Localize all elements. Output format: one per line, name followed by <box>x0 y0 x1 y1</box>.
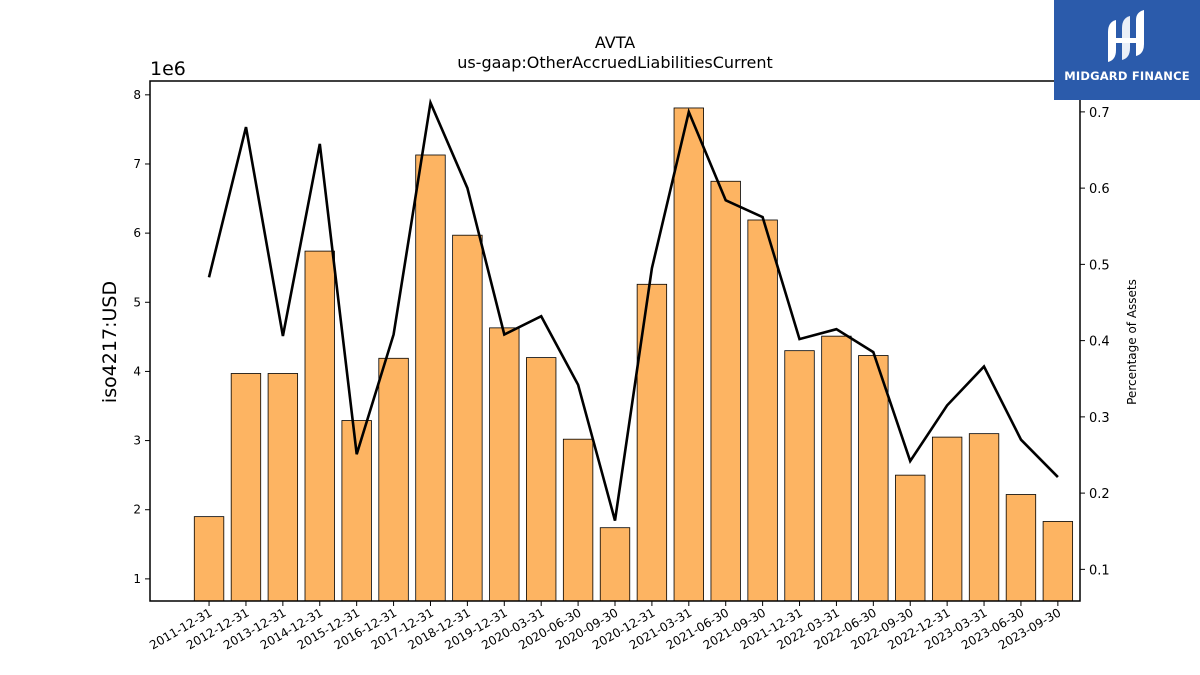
bar <box>747 219 778 602</box>
percentage-line <box>207 98 1059 521</box>
bar <box>968 433 1000 602</box>
y-axis-label: iso4217:USD <box>99 281 121 403</box>
bar <box>821 335 852 602</box>
y-tick-label: 3 <box>133 434 141 448</box>
y-tick-label: 1 <box>133 572 141 586</box>
bar <box>415 154 446 602</box>
y2-tick-label: 0.3 <box>1089 411 1110 426</box>
bar <box>931 436 963 602</box>
bar <box>378 357 409 602</box>
chart-title: AVTA <box>595 33 635 52</box>
y2-tick-label: 0.4 <box>1089 335 1110 350</box>
bar <box>452 234 483 602</box>
bar <box>673 107 704 602</box>
midgard-logo-icon <box>1108 10 1144 62</box>
y-tick-label: 4 <box>133 364 141 378</box>
y-tick-label: 2 <box>133 503 141 517</box>
bar <box>304 250 335 602</box>
bar <box>784 350 815 602</box>
chart-subtitle: us-gaap:OtherAccruedLiabilitiesCurrent <box>457 53 773 72</box>
y-axis-left: 1 2 3 4 5 6 7 8 <box>133 88 150 586</box>
bar <box>267 373 299 602</box>
bar <box>193 516 225 602</box>
y-tick-label: 6 <box>133 226 141 240</box>
bar <box>599 527 631 602</box>
y2-tick-label: 0.7 <box>1089 106 1110 121</box>
y-tick-label: 5 <box>133 295 141 309</box>
line-series <box>207 98 1059 521</box>
y-offset-label: 1e6 <box>150 58 186 80</box>
y-tick-label: 7 <box>133 157 141 171</box>
y-tick-label: 8 <box>133 88 141 102</box>
y2-tick-label: 0.5 <box>1089 258 1110 273</box>
bar <box>230 373 262 602</box>
bar <box>1042 521 1074 602</box>
y2-tick-label: 0.1 <box>1089 563 1110 578</box>
bar <box>895 474 926 602</box>
logo: MIDGARD FINANCE <box>1054 0 1200 100</box>
y2-tick-label: 0.6 <box>1089 182 1110 197</box>
bar <box>710 180 741 602</box>
bar-series <box>193 107 1074 602</box>
y-axis-right: 0.1 0.2 0.3 0.4 0.5 0.6 0.7 <box>1080 106 1110 578</box>
plot-frame <box>149 80 1081 602</box>
bar <box>526 357 557 602</box>
bar <box>562 438 594 602</box>
y2-axis-label: Percentage of Assets <box>1125 279 1139 405</box>
bar <box>858 355 889 602</box>
bar <box>489 327 520 602</box>
y2-tick-label: 0.2 <box>1089 487 1110 502</box>
logo-text: MIDGARD FINANCE <box>1064 69 1190 83</box>
x-axis: 2011-12-312012-12-312013-12-312014-12-31… <box>147 601 1063 652</box>
bar <box>1005 494 1037 602</box>
